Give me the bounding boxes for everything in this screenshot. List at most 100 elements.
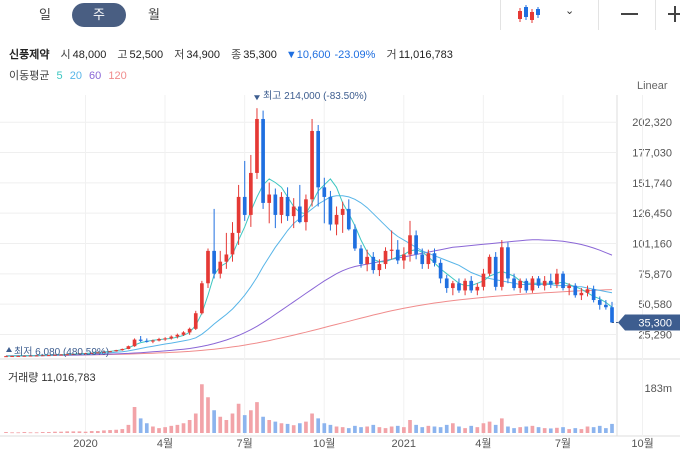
candle-body <box>297 206 302 223</box>
current-price-label: 35,300 <box>638 317 672 329</box>
candle-body <box>200 283 204 314</box>
candle-body <box>16 355 21 357</box>
candle-body <box>432 253 437 263</box>
y-tick-label: 177,030 <box>632 148 672 160</box>
candle-body <box>457 283 461 291</box>
candle-body <box>438 262 443 279</box>
candle-body <box>193 313 198 329</box>
chevron-down-icon[interactable]: ⌄ <box>565 5 575 17</box>
candle-body <box>4 356 8 358</box>
volume-bar <box>285 423 290 433</box>
minus-icon[interactable] <box>621 13 638 15</box>
volume-bar <box>206 397 210 433</box>
volume-bar <box>138 418 143 433</box>
candle-body <box>242 196 247 215</box>
volume-bar <box>230 413 235 433</box>
candle-body <box>567 285 571 289</box>
candle-body <box>77 353 82 355</box>
volume-bar <box>328 424 333 433</box>
volume-bar <box>291 425 296 433</box>
volume-bar <box>340 427 345 433</box>
tab-daily[interactable]: 일 <box>39 7 51 22</box>
moving-average-legend[interactable]: 이동평균 5 20 60 120 <box>9 67 131 83</box>
candle-body <box>451 283 455 289</box>
volume-bar <box>316 418 321 433</box>
candle-body <box>402 254 406 261</box>
candle-body <box>22 355 27 357</box>
candle-body <box>481 273 486 287</box>
volume-bar <box>518 427 523 433</box>
candle-body <box>163 338 167 340</box>
volume-bar <box>457 426 461 433</box>
candle-body <box>555 273 559 285</box>
y-tick-label: 151,740 <box>632 178 672 190</box>
volume-bar <box>548 428 553 433</box>
candle-body <box>499 247 504 287</box>
volume-bar <box>597 425 602 433</box>
volume-bar <box>83 431 88 433</box>
candle-body <box>487 256 492 274</box>
high-label: 고 <box>117 49 128 61</box>
volume-bar <box>322 423 327 433</box>
candle-body <box>291 206 296 217</box>
volume-bar <box>255 402 259 433</box>
close-label: 종 <box>231 49 242 61</box>
candle-body <box>279 196 284 215</box>
volume-bar <box>353 425 357 433</box>
chart-type-button[interactable] <box>514 3 544 25</box>
candle-body <box>463 280 467 291</box>
tab-weekly[interactable]: 주 <box>72 3 126 27</box>
volume-bar <box>175 424 180 433</box>
volume-bar <box>47 432 51 433</box>
volume-bar <box>334 426 339 433</box>
candle-body <box>40 355 45 357</box>
ma-20: 20 <box>69 70 82 82</box>
candle-body <box>224 254 229 262</box>
volume-bar <box>365 426 369 433</box>
candle-body <box>604 304 608 308</box>
volume-bar <box>408 420 412 433</box>
candle-body <box>340 208 345 215</box>
y-tick-label: 50,580 <box>638 299 672 311</box>
volume-bar <box>218 416 223 433</box>
candle-body <box>414 235 418 255</box>
volume-bar <box>530 425 535 433</box>
candle-body <box>187 328 192 333</box>
volume-bar <box>249 410 253 433</box>
volume-bar <box>77 431 82 433</box>
candle-body <box>536 278 541 286</box>
volume-bar <box>377 427 382 433</box>
y-tick-label: 25,290 <box>638 329 672 341</box>
candle-body <box>102 351 106 353</box>
volume-label: 거 <box>386 49 397 61</box>
volume-bar <box>499 418 504 433</box>
moving-average-line-ma60 <box>6 239 613 357</box>
volume-bar <box>10 432 14 434</box>
high-marker-label: 최고 214,000 (-83.50%) <box>263 90 367 102</box>
ma-120: 120 <box>108 70 127 82</box>
candlestick-icon <box>518 5 540 23</box>
candle-body <box>389 249 394 251</box>
candle-body <box>383 250 388 265</box>
candle-body <box>371 256 376 271</box>
y-tick-label: 202,320 <box>632 117 672 129</box>
candle-body <box>126 346 131 349</box>
volume-bar <box>132 407 137 433</box>
candle-body <box>83 353 88 355</box>
volume-bar <box>28 432 33 434</box>
volume-bar <box>524 426 529 433</box>
candle-body <box>47 355 51 357</box>
volume-bar <box>59 431 63 433</box>
volume-bar <box>536 427 541 433</box>
volume-bar <box>475 427 480 433</box>
candle-body <box>71 353 76 355</box>
x-tick-label: 10월 <box>313 437 335 450</box>
volume-bar <box>71 431 76 433</box>
price-info-bar: 신풍제약 시 48,000 고 52,500 저 34,900 종 35,300 ▼10… <box>9 46 455 62</box>
volume-bar <box>585 426 590 433</box>
candle-body <box>212 250 216 274</box>
candle-body <box>175 334 180 337</box>
tab-monthly[interactable]: 월 <box>148 7 160 22</box>
scale-toggle[interactable]: Linear <box>637 80 668 92</box>
